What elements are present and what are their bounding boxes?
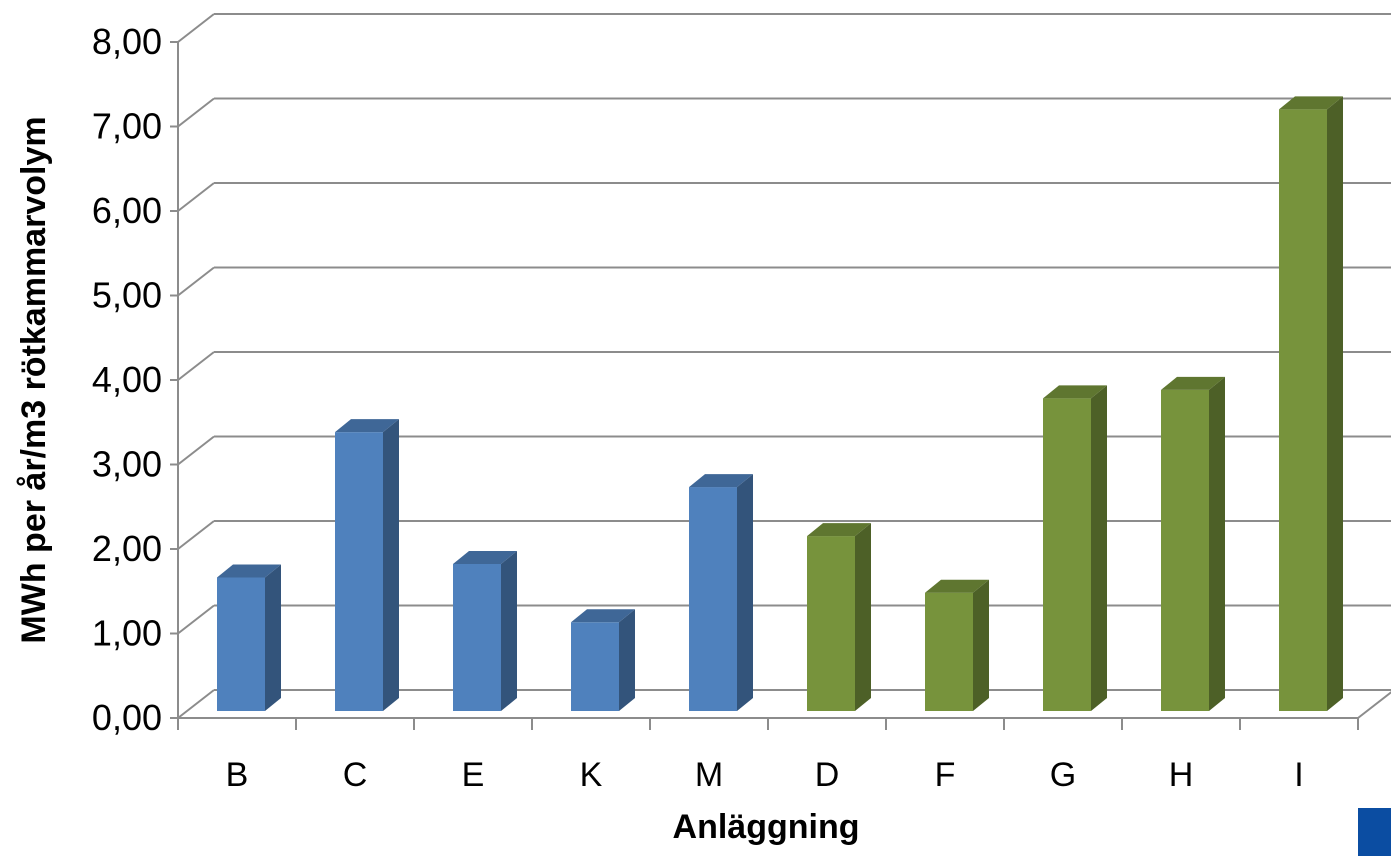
bar-top — [335, 419, 399, 433]
side-gridline — [177, 97, 215, 128]
bar-side — [265, 564, 281, 711]
bar-side — [737, 474, 753, 711]
bar-front — [689, 487, 737, 711]
bar-side — [383, 419, 399, 711]
bar-front — [925, 592, 973, 711]
corner-logo-mark — [1358, 808, 1391, 856]
bar-front — [571, 622, 619, 711]
bar-B — [217, 564, 281, 711]
y-tick-label: 3,00 — [92, 444, 162, 485]
gridlines — [170, 13, 1391, 730]
bar-front — [1279, 109, 1327, 712]
bar-side — [1327, 96, 1343, 712]
x-tick-label: E — [462, 756, 485, 794]
side-gridline — [177, 266, 215, 297]
bar-front — [453, 563, 501, 711]
y-tick-label: 6,00 — [92, 190, 162, 231]
y-tick-label: 2,00 — [92, 528, 162, 569]
bar-top — [1043, 385, 1107, 399]
side-gridline — [177, 435, 215, 466]
x-tick-label: H — [1169, 756, 1194, 794]
bar-side — [619, 609, 635, 711]
y-tick-label: 8,00 — [92, 21, 162, 62]
bar-front — [335, 432, 383, 711]
y-tick-label: 5,00 — [92, 275, 162, 316]
bar-M — [689, 474, 753, 711]
x-tick-label: M — [695, 756, 723, 794]
bar-front — [217, 577, 265, 711]
y-tick-label: 7,00 — [92, 106, 162, 147]
bar-F — [925, 579, 989, 711]
y-axis-ticks: 0,00 1,00 2,00 3,00 4,00 5,00 6,00 7,00 8,00 — [92, 21, 162, 738]
side-gridline — [177, 182, 215, 212]
bar-H — [1161, 376, 1225, 711]
x-tick-label: K — [580, 756, 603, 794]
x-tick-label: F — [935, 756, 956, 794]
side-gridline — [177, 13, 215, 43]
bar-top — [1161, 376, 1225, 390]
bar-front — [1161, 389, 1209, 711]
bar-front — [1043, 398, 1091, 711]
bar-side — [1091, 385, 1107, 711]
y-axis-title: MWh per år/m3 rötkammarvolym — [15, 116, 53, 643]
bar-G — [1043, 385, 1107, 711]
bar-top — [453, 550, 517, 564]
x-tick-label: B — [226, 756, 249, 794]
x-axis-title: Anläggning — [673, 808, 860, 846]
x-tick-label: I — [1294, 756, 1303, 794]
bar-side — [855, 523, 871, 711]
bar-side — [1209, 376, 1225, 711]
bar-top — [807, 523, 871, 537]
side-gridline — [177, 689, 215, 719]
bar-K — [571, 609, 635, 711]
side-gridline — [177, 520, 215, 550]
bar-C — [335, 419, 399, 711]
bars — [217, 96, 1343, 712]
bar-E — [453, 550, 517, 711]
floor-edge — [1357, 691, 1391, 719]
bar-side — [973, 579, 989, 711]
y-tick-label: 4,00 — [92, 359, 162, 400]
side-gridline — [177, 351, 215, 381]
bar-front — [807, 536, 855, 711]
y-tick-label: 0,00 — [92, 697, 162, 738]
bar-top — [1279, 96, 1343, 110]
bar-top — [925, 579, 989, 593]
bar-top — [689, 474, 753, 488]
bar-top — [571, 609, 635, 623]
bar-top — [217, 564, 281, 578]
y-tick-label: 1,00 — [92, 613, 162, 654]
bar-side — [501, 550, 517, 711]
side-gridline — [177, 604, 215, 635]
bar-D — [807, 523, 871, 711]
bar-I — [1279, 96, 1343, 712]
x-tick-label: G — [1050, 756, 1076, 794]
x-tick-label: D — [815, 756, 840, 794]
x-tick-label: C — [343, 756, 368, 794]
